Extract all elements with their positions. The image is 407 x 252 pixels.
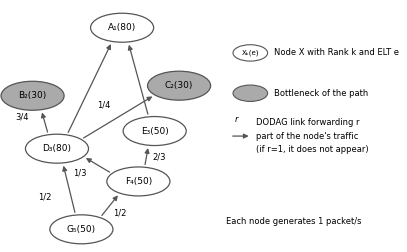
- Ellipse shape: [233, 85, 268, 102]
- Text: Bottleneck of the path: Bottleneck of the path: [274, 89, 368, 98]
- Ellipse shape: [1, 81, 64, 110]
- Text: E₃(50): E₃(50): [141, 127, 168, 136]
- Text: Xₖ(e): Xₖ(e): [242, 50, 259, 56]
- Ellipse shape: [50, 215, 113, 244]
- Ellipse shape: [148, 71, 211, 100]
- Text: 1/4: 1/4: [97, 100, 110, 109]
- Text: r: r: [235, 115, 239, 124]
- Text: D₃(80): D₃(80): [42, 144, 72, 153]
- Text: DODAG link forwarding r: DODAG link forwarding r: [256, 118, 359, 127]
- Text: 3/4: 3/4: [15, 113, 29, 122]
- Text: 1/3: 1/3: [72, 168, 86, 177]
- Ellipse shape: [90, 13, 153, 42]
- Text: 1/2: 1/2: [38, 192, 51, 201]
- Text: Node X with Rank k and ELT e: Node X with Rank k and ELT e: [274, 48, 399, 57]
- Ellipse shape: [123, 116, 186, 146]
- Text: C₂(30): C₂(30): [165, 81, 193, 90]
- Text: (if r=1, it does not appear): (if r=1, it does not appear): [256, 145, 368, 154]
- Ellipse shape: [233, 45, 268, 61]
- Ellipse shape: [107, 167, 170, 196]
- Text: Each node generates 1 packet/s: Each node generates 1 packet/s: [226, 217, 361, 226]
- Text: A₁(80): A₁(80): [108, 23, 136, 32]
- Text: 2/3: 2/3: [152, 153, 166, 162]
- Text: F₄(50): F₄(50): [125, 177, 152, 186]
- Text: G₅(50): G₅(50): [67, 225, 96, 234]
- Text: B₂(30): B₂(30): [18, 91, 47, 100]
- Text: part of the node's traffic: part of the node's traffic: [256, 132, 358, 141]
- Text: 1/2: 1/2: [114, 208, 127, 217]
- Ellipse shape: [25, 134, 89, 163]
